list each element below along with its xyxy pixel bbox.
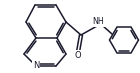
Text: NH: NH (92, 18, 104, 26)
Text: N: N (33, 61, 39, 71)
Text: O: O (75, 51, 81, 59)
